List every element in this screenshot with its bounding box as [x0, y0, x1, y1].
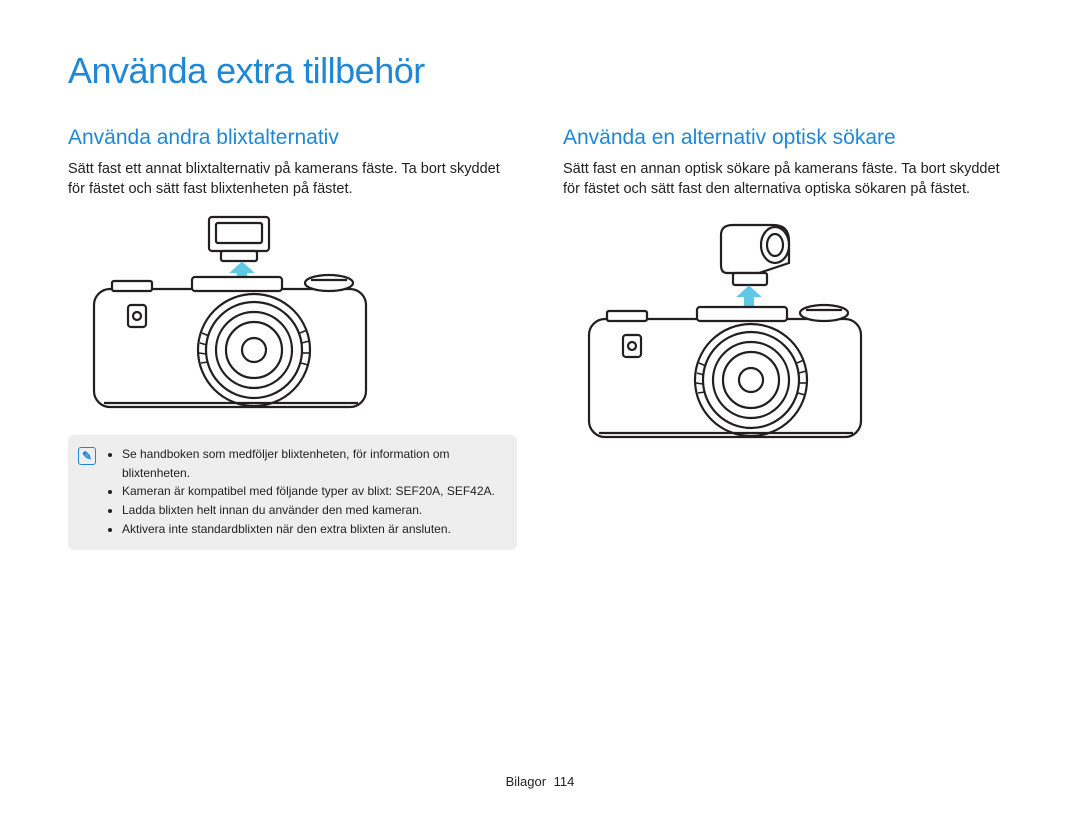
note-box: ✎ Se handboken som medföljer blixtenhete…	[68, 435, 517, 550]
camera-with-flash-illustration	[74, 215, 384, 415]
left-body: Sätt fast ett annat blixtalternativ på k…	[68, 160, 517, 199]
right-heading: Använda en alternativ optisk sökare	[563, 126, 1012, 150]
right-body: Sätt fast en annan optisk sökare på kame…	[563, 160, 1012, 199]
note-item: Kameran är kompatibel med följande typer…	[122, 482, 505, 501]
two-column-layout: Använda andra blixtalternativ Sätt fast …	[68, 126, 1012, 550]
manual-page: Använda extra tillbehör Använda andra bl…	[0, 0, 1080, 815]
right-column: Använda en alternativ optisk sökare Sätt…	[563, 126, 1012, 550]
camera-with-viewfinder-illustration	[569, 215, 879, 445]
note-item: Aktivera inte standardblixten när den ex…	[122, 520, 505, 539]
note-list: Se handboken som medföljer blixtenheten,…	[106, 445, 505, 538]
note-item: Se handboken som medföljer blixtenheten,…	[122, 445, 505, 482]
footer-page-number: 114	[554, 774, 575, 789]
page-title: Använda extra tillbehör	[68, 50, 1012, 92]
left-column: Använda andra blixtalternativ Sätt fast …	[68, 126, 517, 550]
footer-section: Bilagor	[506, 774, 546, 789]
page-footer: Bilagor 114	[0, 774, 1080, 789]
note-icon: ✎	[78, 447, 96, 465]
note-item: Ladda blixten helt innan du använder den…	[122, 501, 505, 520]
left-heading: Använda andra blixtalternativ	[68, 126, 517, 150]
